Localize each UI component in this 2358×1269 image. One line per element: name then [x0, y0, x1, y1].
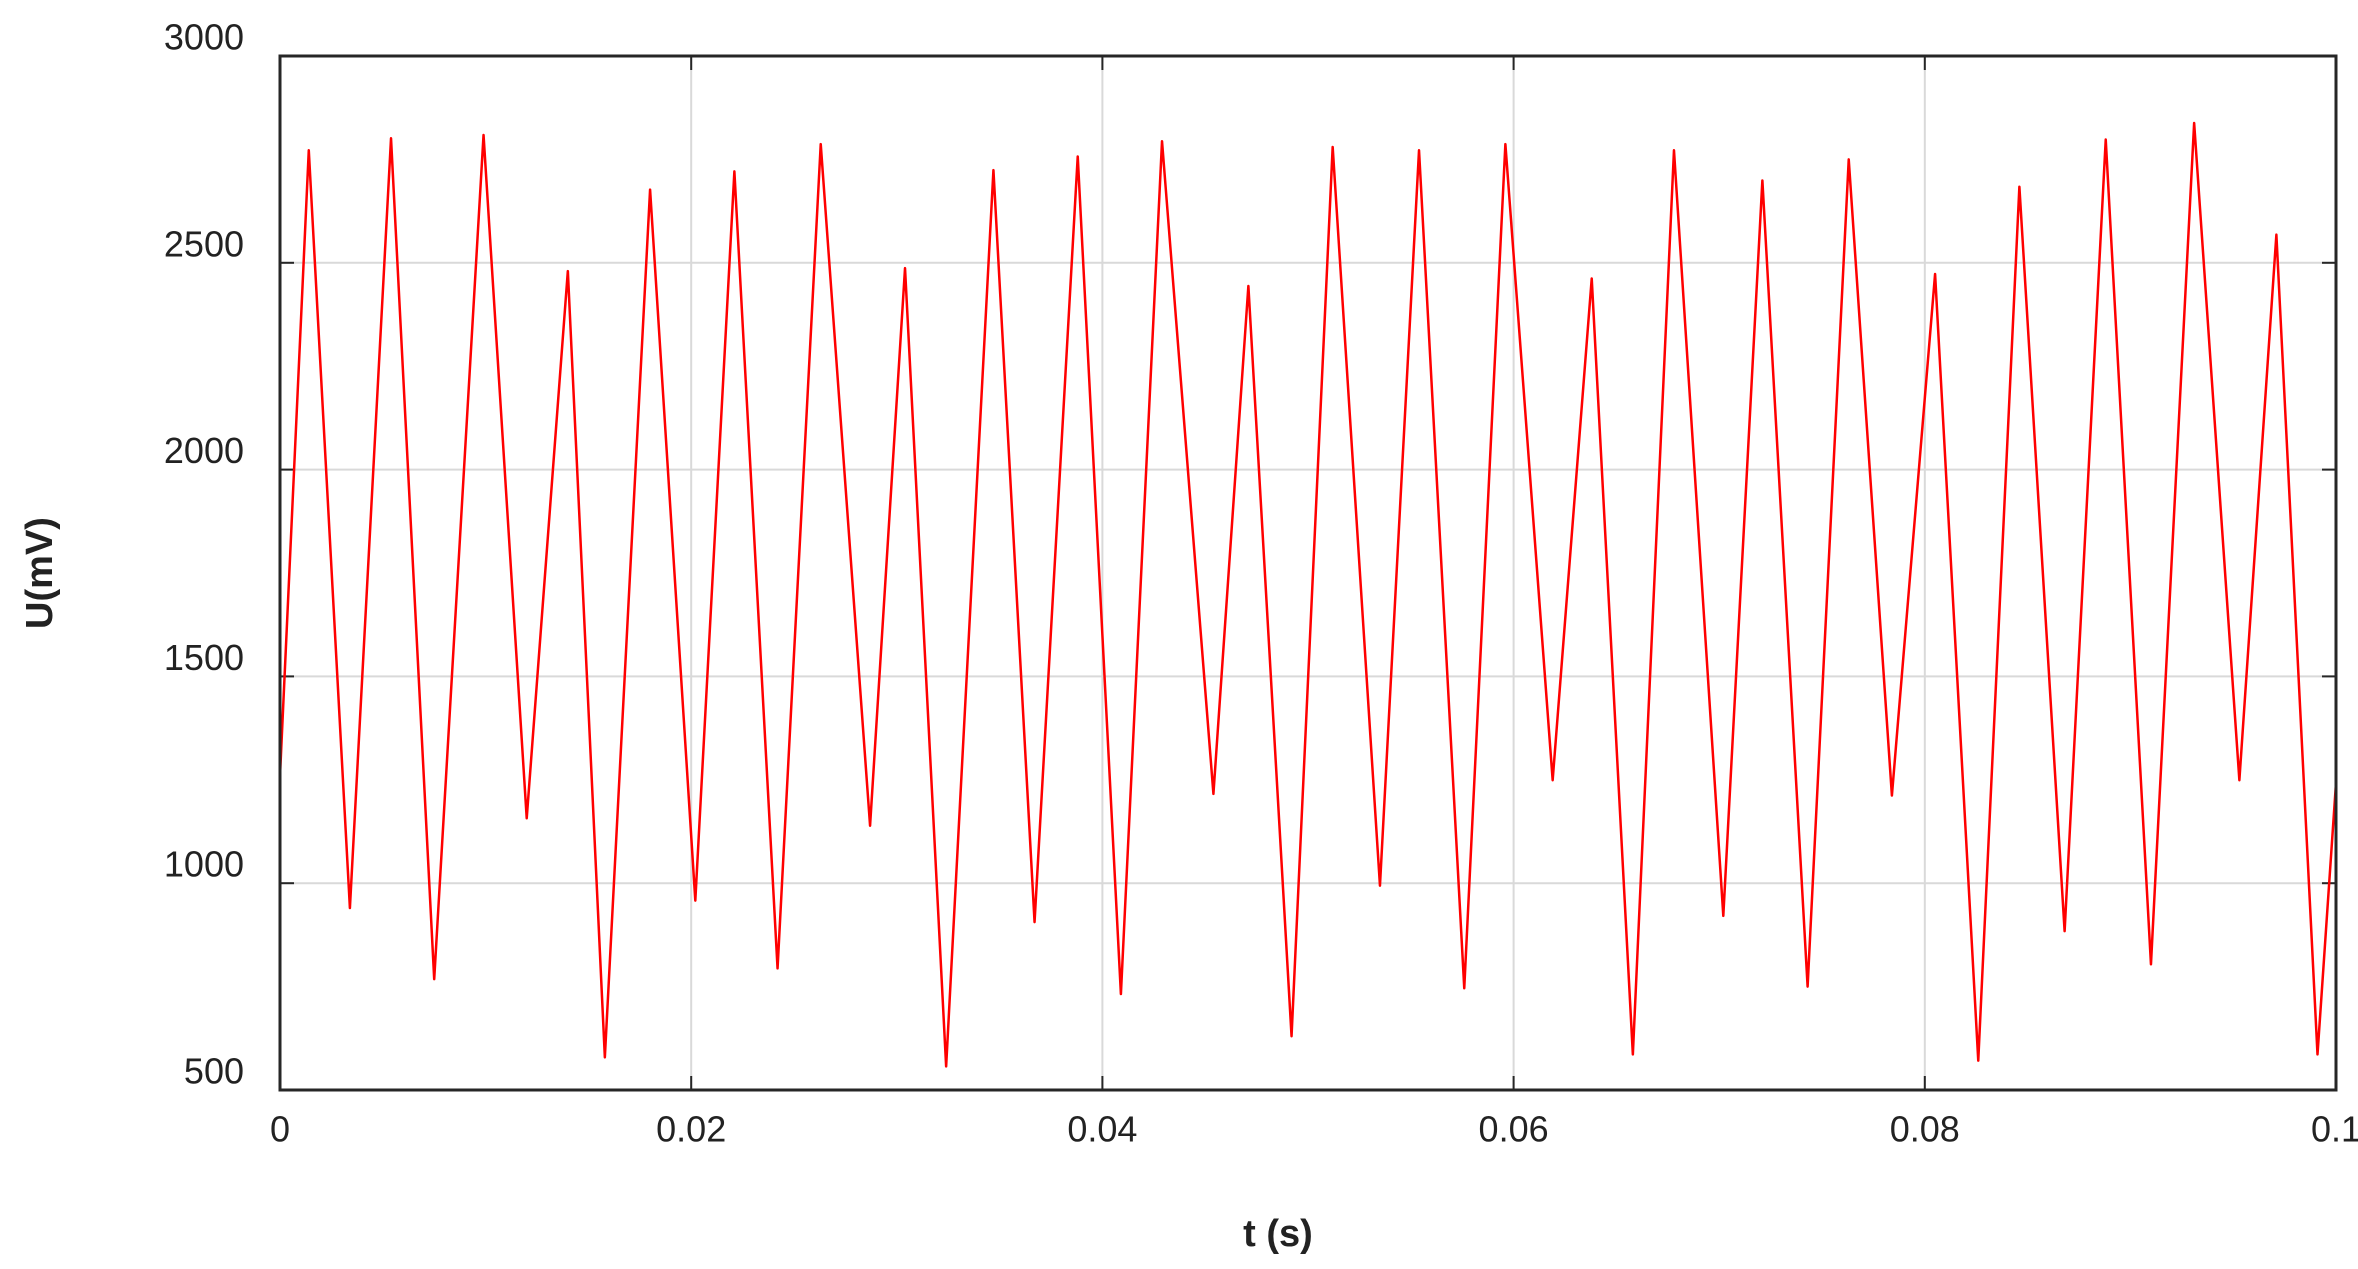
x-tick-label: 0.08 — [1890, 1109, 1960, 1150]
y-axis-title: U(mV) — [19, 517, 61, 629]
y-tick-label: 500 — [184, 1051, 244, 1092]
x-tick-label: 0 — [270, 1109, 290, 1150]
x-tick-label: 0.02 — [656, 1109, 726, 1150]
x-tick-label: 0.04 — [1067, 1109, 1137, 1150]
y-tick-label: 2000 — [164, 430, 244, 471]
y-tick-label: 3000 — [164, 17, 244, 58]
x-tick-label: 0.06 — [1479, 1109, 1549, 1150]
plot-frame — [278, 54, 2338, 1092]
x-axis-title: t (s) — [1243, 1213, 1313, 1255]
y-tick-label: 1500 — [164, 637, 244, 678]
y-tick-label: 2500 — [164, 223, 244, 264]
y-tick-label: 1000 — [164, 844, 244, 885]
x-tick-label: 0.1 — [2311, 1109, 2358, 1150]
data-line — [278, 121, 2338, 1068]
